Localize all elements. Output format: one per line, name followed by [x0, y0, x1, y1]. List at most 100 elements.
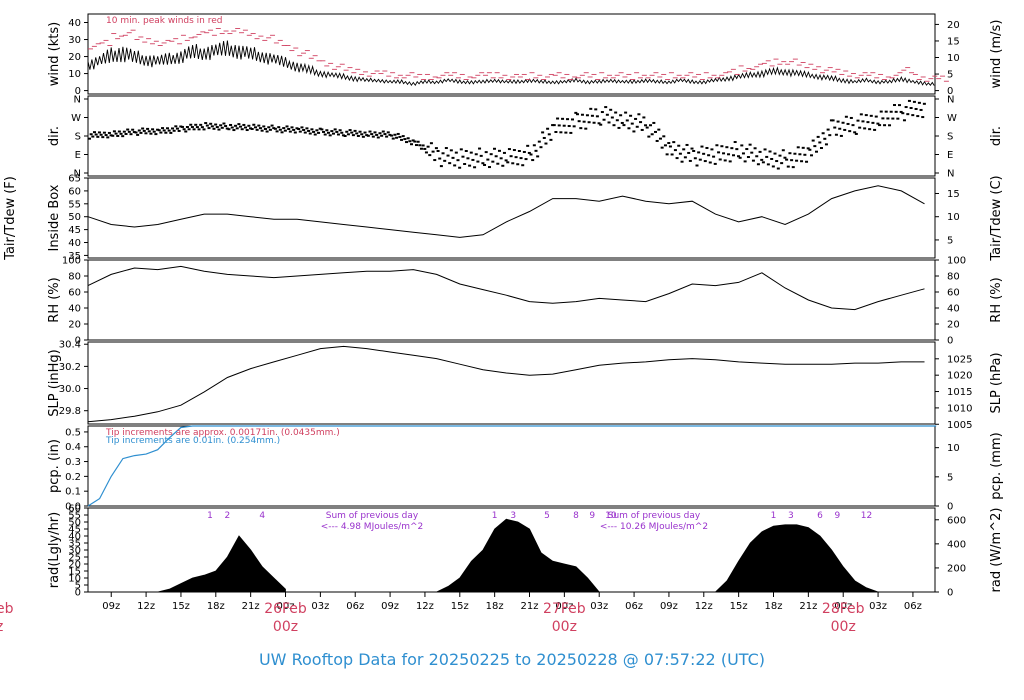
y-tick-label: 0 [947, 502, 953, 513]
rad-hour-marker: 4 [259, 511, 265, 521]
rad-hour-marker: 6 [817, 511, 823, 521]
rad-hour-marker: 5 [544, 511, 550, 521]
dir-ylabel-right: dir. [989, 126, 1004, 146]
rad-hour-marker: 10 [605, 511, 617, 521]
x-tick-label: 09z [381, 601, 399, 612]
dir-tick-label-left: N [74, 169, 81, 180]
y-tick-label: 0 [947, 336, 953, 347]
y-tick-label: 20 [68, 320, 81, 331]
dir-tick-label-right: W [947, 113, 957, 124]
y-tick-label: 0 [75, 336, 81, 347]
x-tick-label: 18z [207, 601, 225, 612]
rh-ylabel-left: RH (%) [47, 277, 62, 322]
y-tick-label: 60 [947, 288, 960, 299]
x-tick-label: 03z [869, 601, 887, 612]
rad-sum-label: Sum of previous day [608, 511, 701, 521]
chart-title: UW Rooftop Data for 20250225 to 20250228… [259, 650, 765, 669]
x-tick-label: 06z [904, 601, 922, 612]
x-tick-label: 12z [416, 601, 434, 612]
y-tick-label: 0 [947, 588, 953, 599]
y-tick-label: 0 [947, 86, 953, 97]
x-tick-label: 03z [590, 601, 608, 612]
y-tick-label: 15 [947, 189, 960, 200]
y-tick-label: 0 [75, 86, 81, 97]
dir-tick-label-right: N [947, 169, 954, 180]
dir-tick-label-left: E [75, 150, 81, 161]
sea-level-pressure-series [87, 345, 925, 423]
y-tick-label: 600 [947, 515, 966, 526]
radiation-day-1 [157, 535, 286, 593]
radiation-day-2 [436, 518, 601, 593]
y-tick-label: 55 [68, 199, 81, 210]
y-tick-label: 10 [68, 69, 81, 80]
y-tick-label: 30 [68, 35, 81, 46]
relative-humidity-series [87, 265, 925, 311]
pcp-note-blue: Tip increments are 0.01in. (0.254mm.) [105, 436, 280, 446]
x-tick-label: 00z [277, 601, 295, 612]
y-tick-label: 0 [75, 588, 81, 599]
y-tick-label: 15 [68, 567, 81, 578]
y-tick-label: 40 [68, 18, 81, 29]
rad-hour-marker: 9 [835, 511, 841, 521]
y-tick-label: 80 [947, 272, 960, 283]
y-tick-label: 60 [68, 288, 81, 299]
x-tick-label: 12z [695, 601, 713, 612]
temp-ylabel-left-line2: Inside Box [47, 184, 62, 251]
y-tick-label: 35 [68, 251, 81, 262]
y-tick-label: 10 [947, 443, 960, 454]
rad-hour-marker: 12 [861, 511, 872, 521]
y-tick-label: 55 [68, 511, 81, 522]
y-tick-label: 65 [68, 174, 81, 185]
y-tick-label: 35 [68, 539, 81, 550]
wind-ylabel-left: wind (kts) [47, 22, 62, 86]
x-tick-label: 15z [172, 601, 190, 612]
y-tick-label: 45 [68, 225, 81, 236]
rad-ylabel-left: rad(Lgly/hr) [47, 512, 62, 588]
x-tick-label: 21z [242, 601, 260, 612]
temperature-panel [87, 177, 936, 259]
wind-ylabel-right: wind (m/s) [989, 20, 1004, 89]
y-tick-label: 1005 [947, 420, 972, 431]
x-tick-label: 06z [346, 601, 364, 612]
x-tick-label: 21z [799, 601, 817, 612]
y-tick-label: 10 [947, 53, 960, 64]
temp-ylabel-right: Tair/Tdew (C) [989, 175, 1004, 261]
rad-hour-marker: 2 [225, 511, 231, 521]
y-tick-label: 30 [68, 546, 81, 557]
wind-peak-note: 10 min. peak winds in red [106, 16, 223, 26]
rad-sum-value: <--- 4.98 MJoules/m^2 [321, 522, 423, 532]
y-tick-label: 200 [947, 563, 966, 574]
x-tick-label: 03z [311, 601, 329, 612]
y-tick-label: 1010 [947, 403, 972, 414]
x-tick-label: 15z [451, 601, 469, 612]
y-tick-label: 20 [947, 320, 960, 331]
wind-panel [87, 13, 936, 95]
x-tick-label: 00z [555, 601, 573, 612]
date-label: 28Feb [822, 601, 865, 617]
date-label: 27Feb [543, 601, 586, 617]
dir-tick-label-right: N [947, 95, 954, 106]
y-tick-label: 0.2 [65, 472, 81, 483]
y-tick-label: 15 [947, 36, 960, 47]
humidity-panel [87, 259, 936, 341]
slp-ylabel-right: SLP (hPa) [989, 352, 1004, 413]
y-tick-label: 60 [68, 504, 81, 515]
y-tick-label: 25 [68, 553, 81, 564]
y-tick-label: 5 [75, 581, 81, 592]
rad-hour-marker: 8 [573, 511, 579, 521]
rad-hour-marker: 3 [788, 511, 794, 521]
date-time-label: 00z [273, 619, 298, 635]
rad-hour-marker: 1 [492, 511, 498, 521]
x-tick-label: 18z [765, 601, 783, 612]
rad-ylabel-right: rad (W/m^2) [989, 508, 1004, 593]
y-tick-label: 5 [947, 472, 953, 483]
x-tick-label: 12z [137, 601, 155, 612]
pressure-panel [87, 341, 936, 425]
dir-tick-label-left: S [75, 132, 81, 143]
radiation-day-3 [714, 524, 879, 593]
y-tick-label: 0.5 [65, 427, 81, 438]
y-tick-label: 0.4 [65, 442, 81, 453]
date-label-edge: eb [0, 601, 14, 617]
x-tick-label: 18z [486, 601, 504, 612]
